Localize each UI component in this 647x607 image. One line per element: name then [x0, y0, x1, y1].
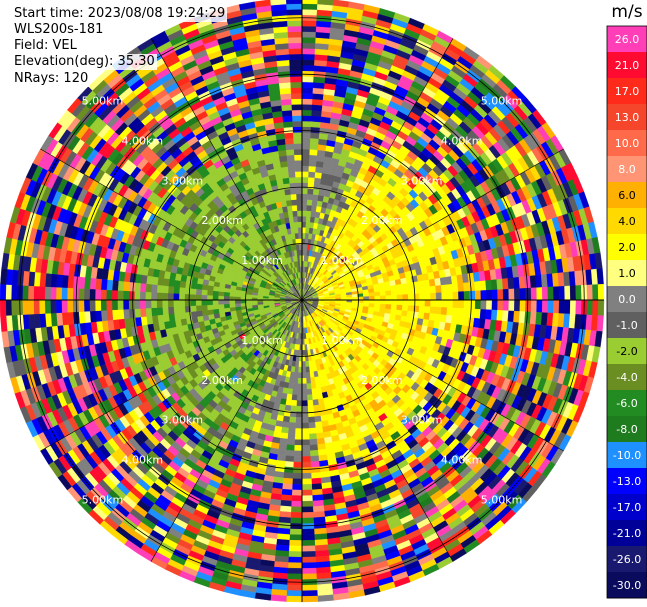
velocity-gate [301, 0, 318, 5]
velocity-gates [0, 0, 605, 603]
velocity-gate [317, 0, 334, 6]
